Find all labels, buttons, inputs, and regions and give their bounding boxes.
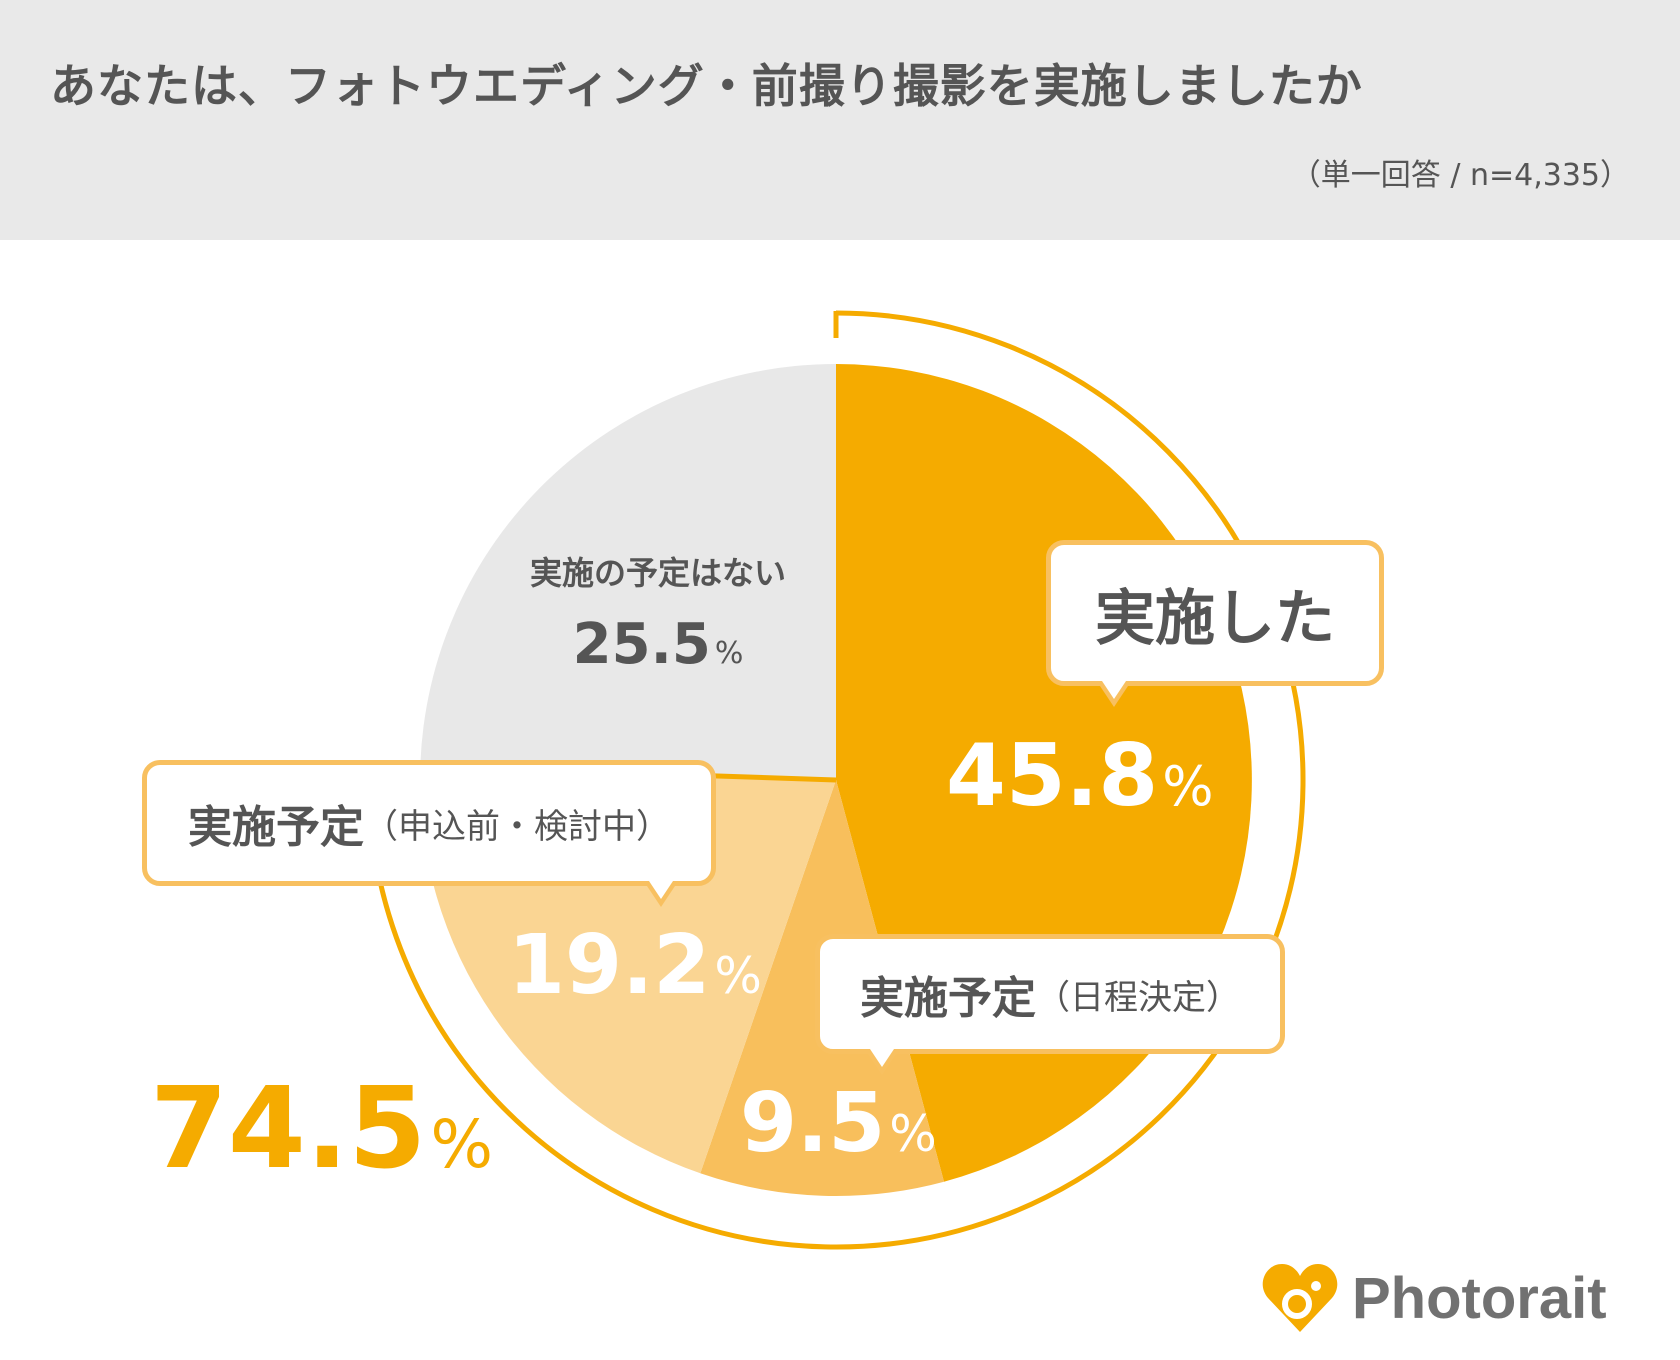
label-none-value-wrap: 25.5% [488, 612, 828, 677]
sample-info: （単一回答 / n=4,335） [1290, 158, 1630, 193]
value-done-number: 45.8 [946, 726, 1159, 826]
slice-none [420, 364, 836, 780]
callout-scheduled-main: 実施予定 [860, 973, 1036, 1024]
callout-done: 実施した [1046, 540, 1384, 707]
total-value: 74.5 [150, 1064, 427, 1194]
label-none: 実施の予定はない 25.5% [488, 548, 828, 677]
callout-considering-sub: （申込前・検討中） [364, 806, 670, 847]
brand-name: Photorait [1352, 1265, 1607, 1331]
page-title: あなたは、フォトウエディング・前撮り撮影を実施しましたか [50, 59, 1363, 113]
value-considering-number: 19.2 [508, 918, 711, 1013]
value-done-unit: % [1162, 755, 1214, 818]
callout-done-label: 実施した [1095, 583, 1335, 654]
label-none-value: 25.5 [572, 612, 711, 677]
label-none-unit: % [714, 636, 744, 671]
value-scheduled-number: 9.5 [740, 1076, 886, 1171]
value-done: 45.8% [946, 726, 1214, 826]
brand-logo: Photorait [1262, 1262, 1607, 1334]
value-considering: 19.2% [508, 918, 762, 1013]
value-scheduled-unit: % [889, 1105, 937, 1163]
total-percentage: 74.5% [150, 1064, 493, 1194]
callout-considering-main: 実施予定 [188, 802, 364, 853]
callout-scheduled: 実施予定 （日程決定） [815, 934, 1285, 1075]
callout-scheduled-sub: （日程決定） [1036, 977, 1240, 1018]
callout-considering: 実施予定 （申込前・検討中） [142, 760, 716, 907]
label-none-text: 実施の予定はない [529, 554, 786, 592]
total-unit: % [430, 1106, 494, 1183]
header-banner: あなたは、フォトウエディング・前撮り撮影を実施しましたか （単一回答 / n=4… [0, 0, 1680, 240]
value-considering-unit: % [714, 947, 762, 1005]
total-ring [366, 310, 1306, 1250]
value-scheduled: 9.5% [740, 1076, 937, 1171]
heart-camera-icon [1262, 1264, 1338, 1332]
